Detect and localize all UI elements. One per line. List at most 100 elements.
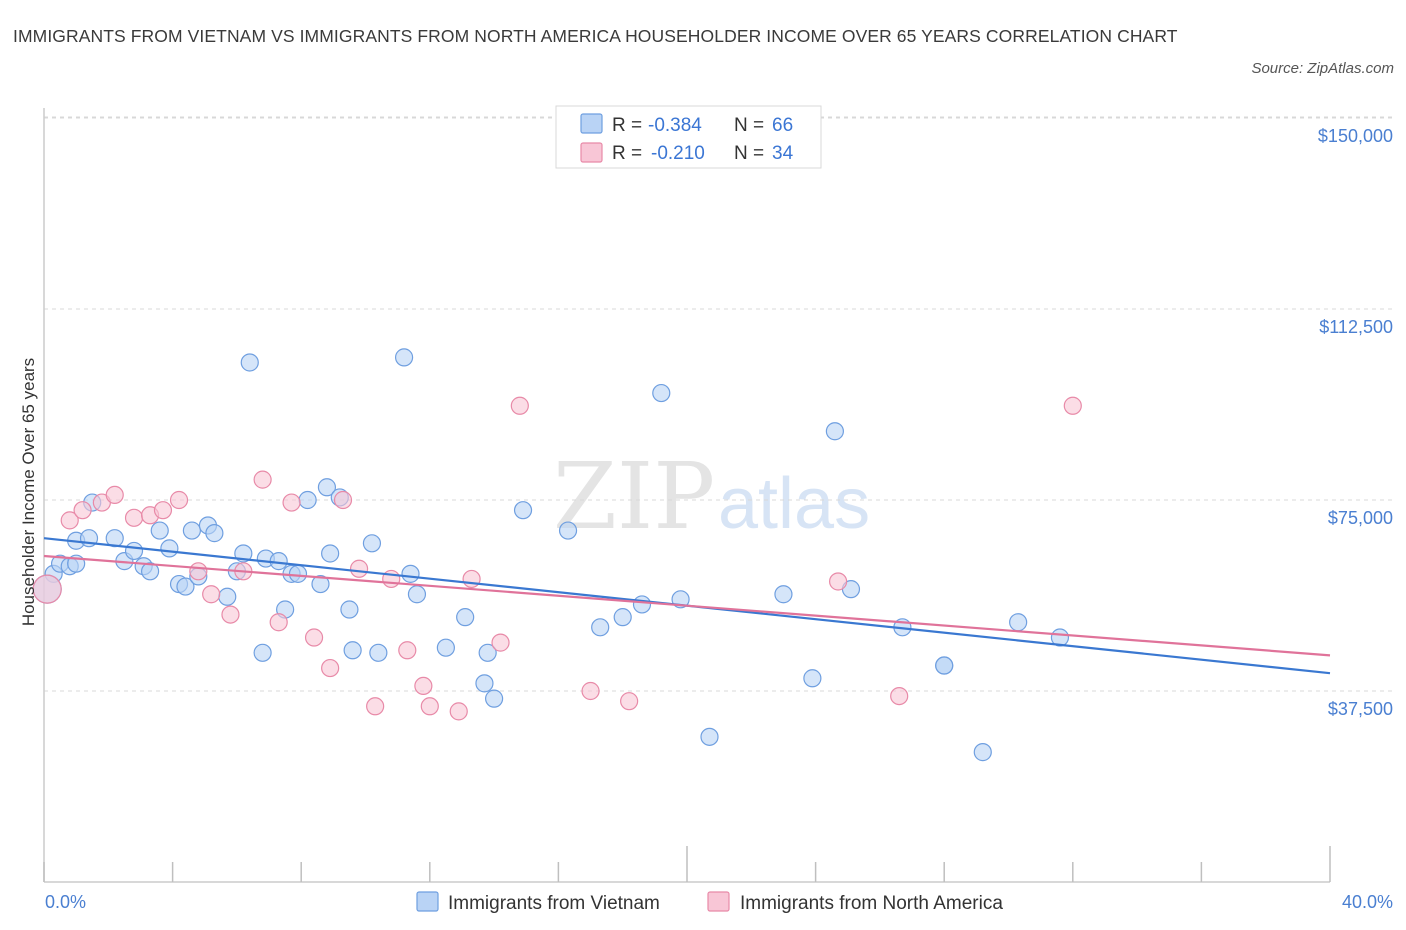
point-vietnam — [317, 478, 337, 497]
legend-swatch-vietnam — [580, 113, 603, 134]
point-vietnam — [369, 643, 388, 662]
point-vietnam — [1009, 613, 1028, 632]
legend-n-label-1: N = — [734, 115, 764, 136]
point-north-america — [491, 633, 510, 652]
bottom-legend-label-north-america: Immigrants from North America — [740, 893, 1003, 914]
y-axis-label: Householder Income Over 65 years — [19, 358, 38, 626]
point-vietnam — [485, 689, 504, 708]
x-tick-label-max: 40.0% — [1342, 892, 1393, 912]
point-vietnam — [407, 585, 427, 604]
stats-legend: R = -0.384 N = 66 R = -0.210 N = 34 — [555, 105, 822, 169]
point-north-america — [60, 511, 79, 530]
series-legend: Immigrants from Vietnam Immigrants from … — [416, 891, 1003, 914]
point-north-america — [189, 562, 208, 581]
point-north-america — [221, 605, 240, 624]
point-vietnam — [825, 422, 844, 441]
point-north-america — [1063, 396, 1082, 415]
point-north-america — [202, 585, 221, 604]
point-vietnam — [774, 585, 793, 604]
point-vietnam — [803, 669, 822, 688]
point-vietnam — [632, 595, 652, 614]
legend-r-value-2: -0.210 — [651, 143, 705, 164]
point-north-america — [366, 697, 385, 716]
trend-line-north-america — [43, 554, 1331, 657]
point-north-america — [282, 493, 301, 512]
source-label: Source: ZipAtlas.com — [1251, 60, 1394, 77]
bottom-legend-swatch-north-america — [707, 891, 730, 912]
point-vietnam — [205, 524, 224, 543]
point-north-america — [414, 676, 433, 696]
point-vietnam — [343, 641, 362, 660]
point-vietnam — [591, 618, 610, 637]
point-vietnam — [652, 383, 671, 403]
point-vietnam — [513, 501, 533, 520]
point-vietnam — [182, 521, 201, 540]
point-vietnam — [700, 727, 719, 746]
chart-title: IMMIGRANTS FROM VIETNAM VS IMMIGRANTS FR… — [13, 26, 1178, 46]
data-points — [32, 348, 1082, 762]
point-north-america — [253, 470, 272, 489]
y-tick-label: $150,000 — [1318, 126, 1393, 146]
point-vietnam — [973, 743, 992, 762]
point-north-america — [73, 501, 92, 520]
x-tick-label-min: 0.0% — [45, 892, 86, 912]
point-north-america — [269, 613, 288, 632]
point-vietnam — [240, 353, 259, 372]
point-north-america — [169, 490, 189, 510]
point-vietnam — [436, 638, 455, 657]
y-tick-label: $112,500 — [1319, 317, 1393, 337]
point-north-america — [420, 697, 439, 716]
point-vietnam — [288, 564, 308, 583]
point-vietnam — [124, 541, 144, 561]
point-vietnam — [160, 539, 179, 558]
point-north-america — [124, 508, 144, 527]
legend-n-value-2: 34 — [772, 143, 794, 164]
point-vietnam — [456, 608, 475, 627]
point-north-america — [449, 702, 468, 721]
point-north-america — [462, 569, 481, 589]
point-north-america — [620, 692, 639, 711]
point-vietnam — [311, 574, 330, 594]
axes — [43, 108, 1331, 883]
legend-n-value-1: 66 — [772, 115, 793, 136]
y-tick-label: $75,000 — [1328, 508, 1393, 528]
point-north-america — [321, 658, 340, 678]
point-north-america — [890, 686, 909, 706]
point-vietnam — [340, 600, 359, 619]
point-north-america — [304, 628, 324, 647]
point-vietnam — [218, 587, 237, 606]
point-vietnam — [558, 521, 578, 540]
point-vietnam — [253, 643, 272, 662]
point-vietnam — [362, 534, 382, 553]
point-north-america — [333, 490, 353, 510]
point-vietnam — [298, 490, 317, 510]
point-north-america — [510, 396, 529, 415]
axis-labels: $37,500 $75,000 $112,500 $150,000 0.0% 40.0% — [45, 126, 1393, 912]
point-north-america — [105, 485, 124, 505]
point-north-america — [32, 574, 62, 604]
point-vietnam — [140, 562, 160, 581]
legend-r-value-1: -0.384 — [648, 115, 702, 136]
point-north-america — [829, 572, 848, 591]
point-vietnam — [150, 521, 169, 540]
trend-lines — [43, 537, 1331, 675]
point-vietnam — [613, 608, 632, 627]
point-vietnam — [475, 674, 494, 693]
point-north-america — [153, 501, 173, 520]
point-north-america — [581, 681, 600, 701]
watermark-zip: ZIP — [553, 443, 715, 550]
point-vietnam — [394, 348, 414, 367]
point-vietnam — [935, 656, 954, 675]
bottom-legend-swatch-vietnam — [416, 891, 439, 912]
point-north-america — [398, 641, 417, 660]
grid — [44, 116, 1395, 692]
point-vietnam — [321, 544, 340, 563]
legend-r-label-2: R = — [612, 143, 642, 164]
watermark-atlas: atlas — [718, 464, 870, 544]
legend-n-label-2: N = — [734, 143, 764, 164]
point-vietnam — [401, 564, 420, 583]
legend-r-label-1: R = — [612, 115, 642, 136]
bottom-legend-label-vietnam: Immigrants from Vietnam — [448, 893, 660, 914]
legend-swatch-north-america — [580, 142, 603, 163]
